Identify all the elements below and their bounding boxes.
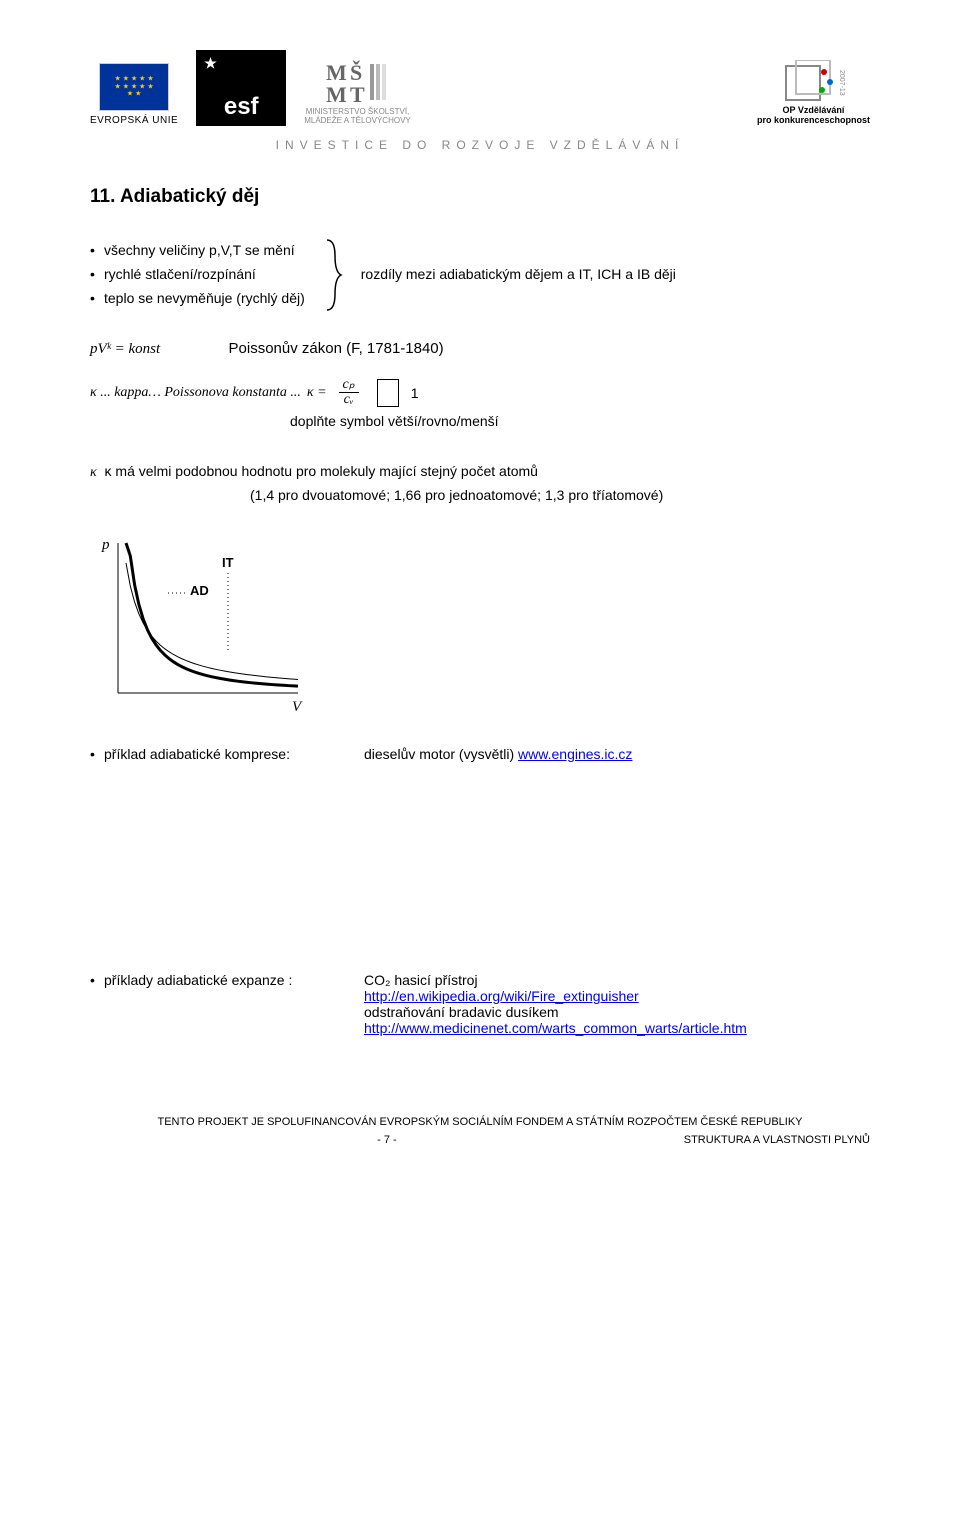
kappa-eq: κ = xyxy=(307,385,327,401)
kappa-values-1: κ κ má velmi podobnou hodnotu pro moleku… xyxy=(90,463,870,481)
footer-page: - 7 - xyxy=(377,1134,397,1146)
poisson-formula-line: pVᵏ = konst Poissonův zákon (F, 1781-184… xyxy=(90,340,870,358)
frac-num: cₚ xyxy=(339,378,359,393)
example-compress-link[interactable]: www.engines.ic.cz xyxy=(518,746,632,762)
example-expand-row: • příklady adiabatické expanze : CO₂ has… xyxy=(90,972,870,1036)
bullet-1: všechny veličiny p,V,T se mění xyxy=(104,239,295,263)
footer-line1: TENTO PROJEKT JE SPOLUFINANCOVÁN EVROPSK… xyxy=(90,1116,870,1128)
svg-text:T: T xyxy=(350,82,365,107)
intro-bullets: •všechny veličiny p,V,T se mění •rychlé … xyxy=(90,238,870,312)
example-compress-row: • příklad adiabatické komprese: dieselův… xyxy=(90,746,870,762)
esf-text: esf xyxy=(224,94,259,120)
expand-link1[interactable]: http://en.wikipedia.org/wiki/Fire_exting… xyxy=(364,988,639,1004)
op-line2: pro konkurenceschopnost xyxy=(757,116,870,126)
fill-box[interactable] xyxy=(377,379,399,407)
esf-logo: esf xyxy=(196,50,286,126)
msmt-logo: M Š M T MINISTERSTVO ŠKOLSTVÍ, MLÁDEŽE A… xyxy=(304,58,411,126)
svg-text:p: p xyxy=(101,537,110,553)
expand-l1: CO₂ hasicí přístroj xyxy=(364,972,747,988)
esf-icon: esf xyxy=(196,50,286,126)
pv-chart-svg: p V AD IT xyxy=(90,523,320,713)
frac-den: cᵥ xyxy=(340,393,358,407)
eu-label: EVROPSKÁ UNIE xyxy=(90,115,178,126)
op-logo: 2007-13 OP Vzdělávání pro konkurencescho… xyxy=(757,60,870,126)
bullets-right: rozdíly mezi adiabatickým dějem a IT, IC… xyxy=(361,263,676,287)
header-logos: EVROPSKÁ UNIE esf M Š M T MINISTERSTVO Š… xyxy=(90,50,870,126)
page-title: 11. Adiabatický děj xyxy=(90,186,870,208)
kappa-one: 1 xyxy=(411,385,419,401)
kappa-values-2: (1,4 pro dvouatomové; 1,66 pro jednoatom… xyxy=(250,487,870,503)
expand-l2: odstraňování bradavic dusíkem xyxy=(364,1004,747,1020)
eu-flag-icon xyxy=(99,63,169,111)
expand-link2[interactable]: http://www.medicinenet.com/warts_common_… xyxy=(364,1020,747,1036)
bullet-3: teplo se nevyměňuje (rychlý děj) xyxy=(104,287,305,311)
svg-text:IT: IT xyxy=(222,555,234,570)
bullet-2: rychlé stlačení/rozpínání xyxy=(104,263,256,287)
poisson-formula: pVᵏ = konst xyxy=(90,341,160,357)
eu-logo: EVROPSKÁ UNIE xyxy=(90,63,178,126)
footer-right: STRUKTURA A VLASTNOSTI PLYNŮ xyxy=(684,1134,870,1146)
kv-line1: κ má velmi podobnou hodnotu pro molekuly… xyxy=(105,463,538,479)
brace-icon xyxy=(323,238,343,312)
footer: TENTO PROJEKT JE SPOLUFINANCOVÁN EVROPSK… xyxy=(90,1116,870,1146)
kappa-line: κ ... kappa… Poissonova konstanta ... κ … xyxy=(90,378,870,407)
svg-text:V: V xyxy=(292,699,303,713)
example-compress-label: příklad adiabatické komprese: xyxy=(104,746,364,762)
op-icon: 2007-13 xyxy=(778,60,848,106)
pv-chart: p V AD IT xyxy=(90,523,870,718)
poisson-label: Poissonův zákon (F, 1781-1840) xyxy=(229,340,444,357)
svg-text:2007-13: 2007-13 xyxy=(838,70,845,96)
example-compress-text: dieselův motor (vysvětli) xyxy=(364,746,518,762)
kappa-note: doplňte symbol větší/rovno/menší xyxy=(290,413,870,429)
svg-text:M: M xyxy=(326,82,347,107)
example-expand-label: příklady adiabatické expanze : xyxy=(104,972,364,988)
kappa-pre: κ ... kappa… Poissonova konstanta ... xyxy=(90,385,301,401)
svg-text:AD: AD xyxy=(190,583,209,598)
msmt-line2: MLÁDEŽE A TĚLOVÝCHOVY xyxy=(304,117,411,126)
msmt-icon: M Š M T xyxy=(322,58,392,108)
kappa-fraction: cₚ cᵥ xyxy=(339,378,359,407)
investice-banner: INVESTICE DO ROZVOJE VZDĚLÁVÁNÍ xyxy=(90,138,870,152)
